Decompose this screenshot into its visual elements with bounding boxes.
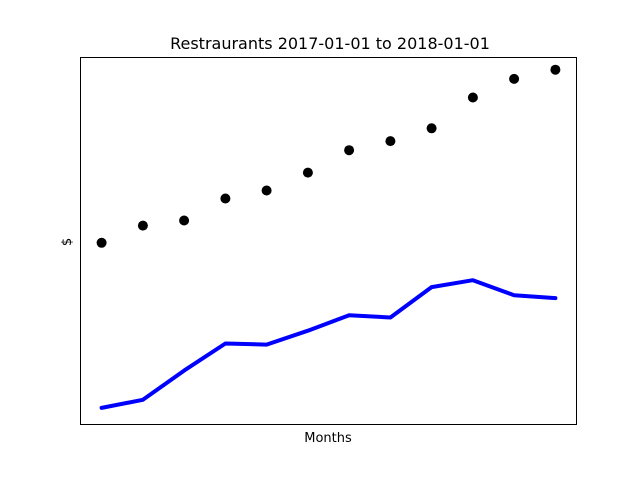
series-0-point-5	[261, 185, 272, 196]
series-0-point-10	[467, 92, 478, 103]
plot-frame	[80, 57, 577, 425]
series-1-line	[99, 278, 558, 410]
series-0-point-8	[385, 136, 396, 147]
series-0-point-7	[344, 145, 355, 156]
series-0-point-4	[220, 193, 231, 204]
series-0-point-11	[509, 73, 520, 84]
series-0-point-9	[426, 123, 437, 134]
series-0-point-3	[179, 215, 190, 226]
x-axis-label: Months	[304, 431, 352, 446]
chart-title: Restraurants 2017-01-01 to 2018-01-01	[170, 34, 490, 53]
y-axis-label: $	[60, 238, 75, 246]
series-0-point-12	[550, 64, 561, 75]
series-0-point-2	[137, 220, 148, 231]
plot-area	[96, 64, 561, 410]
series-0-point-6	[302, 167, 313, 178]
series-0-point-1	[96, 237, 107, 248]
